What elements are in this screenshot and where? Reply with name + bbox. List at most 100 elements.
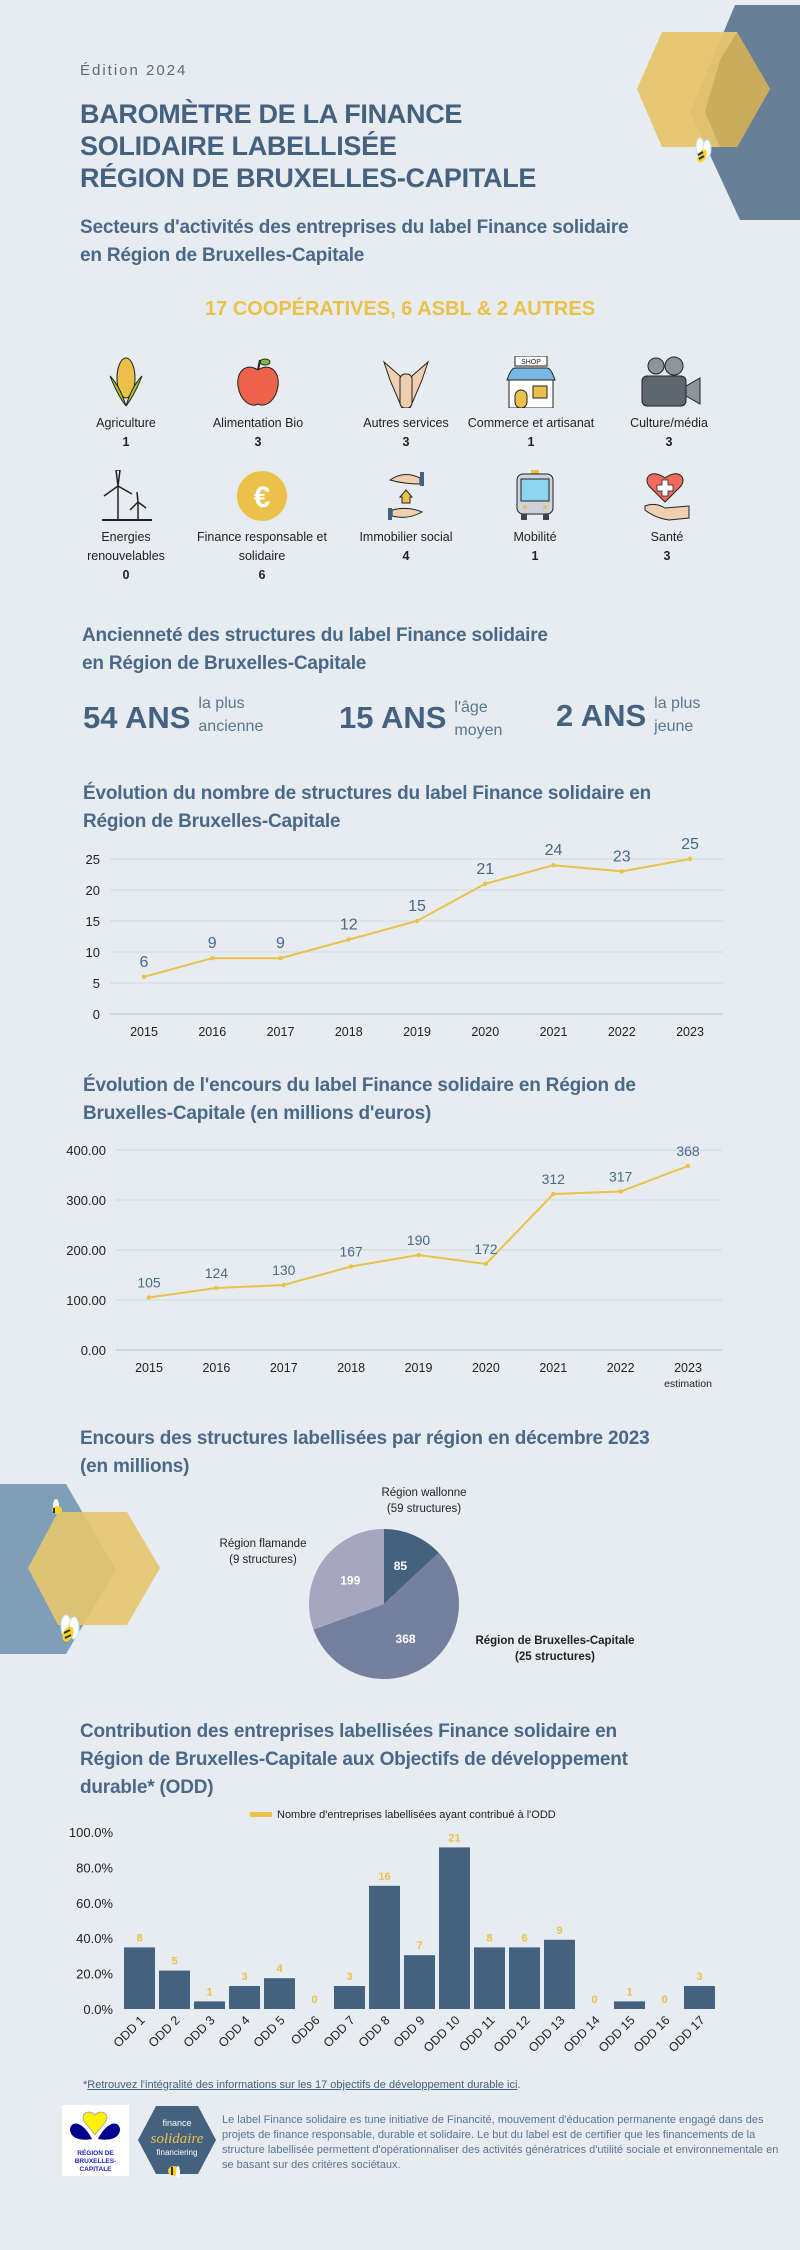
finance-solidaire-logo: finance solidaire financiering <box>138 2106 216 2178</box>
bar-value-label: 1 <box>206 1986 212 1998</box>
data-label: 24 <box>545 842 563 859</box>
sector-finance-responsable: € Finance responsable et solidaire 6 <box>197 470 327 585</box>
x-tick-label: 2016 <box>198 1025 226 1039</box>
page-title: BAROMÈTRE DE LA FINANCE SOLIDAIRE LABELL… <box>80 98 536 194</box>
data-point <box>551 863 556 868</box>
sector-label: Finance responsable et solidaire <box>197 530 327 563</box>
x-tick-label: 2017 <box>267 1025 295 1039</box>
slice-name-label: Région flamande <box>220 1538 307 1550</box>
y-tick-label: 10 <box>86 945 100 960</box>
apple-icon <box>237 358 279 406</box>
wind-turbine-icon <box>102 470 152 521</box>
y-tick-label: 100.0% <box>69 1825 114 1840</box>
heading-line: Région de Bruxelles-Capitale <box>83 811 341 832</box>
bar <box>439 1847 470 2009</box>
y-tick-label: 25 <box>86 852 100 867</box>
region-pie-chart: 85 Région wallonne (59 structures) 368 Régio… <box>220 1487 635 1679</box>
x-tick-label: 2015 <box>135 1361 163 1375</box>
sector-count: 4 <box>402 549 410 563</box>
x-tick-label: 2020 <box>471 1025 499 1039</box>
logo-line: CAPITALE <box>79 2166 112 2173</box>
x-tick-label: 2015 <box>130 1025 158 1039</box>
title-line: BAROMÈTRE DE LA FINANCE <box>80 99 463 129</box>
x-tick-label: ODD 16 <box>631 2013 673 2055</box>
x-tick-label: ODD 10 <box>421 2013 463 2055</box>
title-line: RÉGION DE BRUXELLES-CAPITALE <box>80 163 537 193</box>
bar <box>544 1939 575 2009</box>
y-tick-label: 60.0% <box>76 1896 113 1911</box>
logo-line: financiering <box>157 2148 198 2157</box>
encours-line-chart: 0.00 100.00 200.00 300.00 400.00 105 2015 124 20… <box>66 1143 722 1390</box>
data-label: 317 <box>609 1169 633 1185</box>
x-tick-label: 2022 <box>607 1361 635 1375</box>
caption-line: l'âge <box>454 699 488 716</box>
logo-line: finance <box>162 2118 191 2128</box>
x-tick-label: 2021 <box>540 1025 568 1039</box>
iris-logo-icon <box>70 2111 120 2140</box>
bar <box>404 1955 435 2009</box>
data-point <box>483 881 488 886</box>
sector-culture-media: Culture/média 3 <box>604 356 734 452</box>
footnote-prefix: * <box>83 2079 88 2091</box>
sector-label: Santé <box>650 530 684 544</box>
bar <box>124 1947 155 2009</box>
sdg-info-link[interactable]: Retrouvez l'intégralité des informations… <box>87 2079 518 2091</box>
bar-value-label: 0 <box>311 1994 317 2006</box>
heading-line: Bruxelles-Capitale (en millions d'euros) <box>83 1103 432 1124</box>
data-label: 12 <box>340 917 358 934</box>
data-point <box>618 1189 623 1194</box>
data-point <box>348 1264 354 1269</box>
hands-icon <box>382 360 430 408</box>
x-tick-label: ODD 11 <box>456 2013 497 2054</box>
structures-summary: 17 COOPÉRATIVES, 6 ASBL & 2 AUTRES <box>204 298 596 320</box>
data-label: 167 <box>339 1244 363 1260</box>
x-tick-label: 2017 <box>270 1361 298 1375</box>
stat-value: 54 ANS <box>83 700 191 735</box>
logo-line: BRUXELLES- <box>74 2158 117 2165</box>
data-label: 124 <box>205 1265 229 1281</box>
stat-caption: l'âge moyen <box>454 696 502 742</box>
sector-count: 0 <box>122 568 130 582</box>
data-point <box>278 956 283 961</box>
x-tick-label: 2019 <box>403 1025 431 1039</box>
sector-count: 3 <box>665 435 673 449</box>
data-label: 6 <box>140 954 149 971</box>
bar-value-label: 16 <box>378 1871 390 1883</box>
x-tick-label: 2018 <box>337 1361 365 1375</box>
y-tick-label: 80.0% <box>76 1860 113 1875</box>
caption-line: la plus <box>198 695 245 712</box>
euro-coin-icon: € <box>237 471 287 521</box>
data-point <box>551 1191 556 1197</box>
x-tick-label: ODD 17 <box>666 2013 708 2055</box>
y-tick-label: 15 <box>86 914 100 929</box>
x-tick-label: ODD 8 <box>356 2013 393 2050</box>
caption-line: ancienne <box>198 718 264 735</box>
pie-chart-title: Encours des structures labellisées par r… <box>80 1425 650 1481</box>
data-label: 130 <box>272 1262 296 1278</box>
data-label: 190 <box>407 1232 431 1248</box>
x-tick-label: 2018 <box>335 1025 363 1039</box>
label-description: Le label Finance solidaire es tune initi… <box>222 2114 779 2171</box>
data-label: 312 <box>542 1171 566 1187</box>
edition-label: Édition 2024 <box>80 62 188 79</box>
x-tick-label: ODD 2 <box>146 2013 183 2050</box>
sector-commerce-artisanat: SHOP Commerce et artisanat 1 <box>466 356 596 452</box>
series-line <box>143 858 691 978</box>
slice-value-label: 199 <box>340 1573 360 1587</box>
x-tick-label: 2016 <box>202 1361 230 1375</box>
footnote-suffix: . <box>517 2079 521 2091</box>
heading-line: (en millions) <box>80 1456 190 1477</box>
sector-autres-services: Autres services 3 <box>341 356 471 452</box>
heading-line: Ancienneté des structures du label Finan… <box>82 625 548 646</box>
x-tick-label: 2023 <box>676 1025 704 1039</box>
data-point <box>619 869 624 874</box>
heading-line: Évolution de l'encours du label Finance … <box>83 1075 636 1096</box>
bar-value-label: 6 <box>521 1932 527 1944</box>
stat-value: 15 ANS <box>339 700 447 735</box>
hexagon-decoration <box>637 5 800 220</box>
bar <box>369 1885 400 2009</box>
data-label: 15 <box>408 898 426 915</box>
data-label: 25 <box>681 836 699 853</box>
legend-swatch <box>250 1812 272 1817</box>
